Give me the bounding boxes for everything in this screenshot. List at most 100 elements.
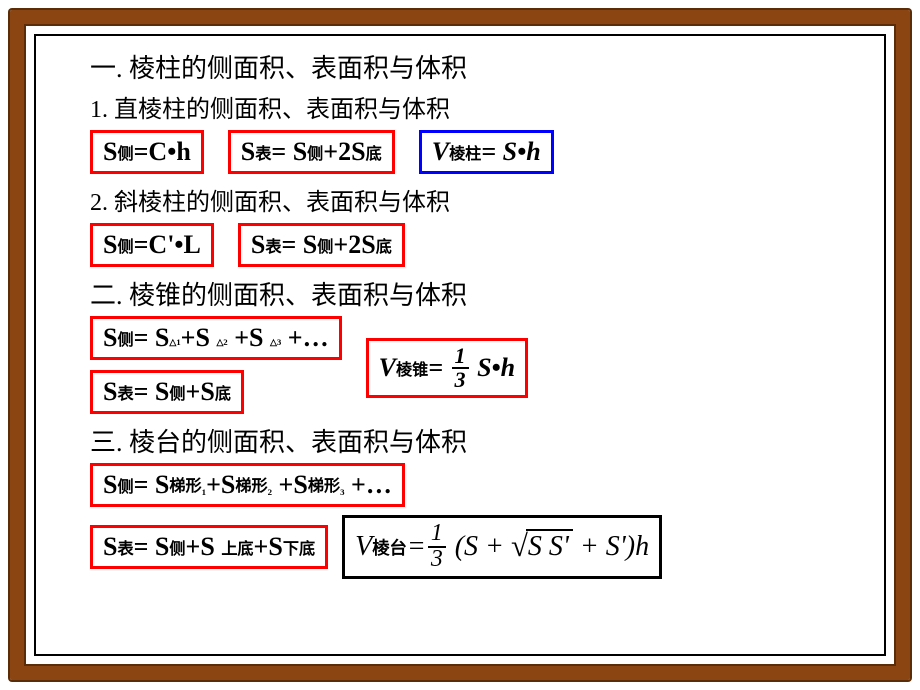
sub-lengzhui: 棱锥 xyxy=(396,356,428,380)
sym-h: h xyxy=(176,137,190,167)
sym-s: S xyxy=(241,137,255,167)
sym-v: V xyxy=(379,353,396,383)
sub-ce: 侧 xyxy=(117,140,133,164)
plus: + xyxy=(234,323,249,353)
sym-s: S xyxy=(503,137,517,167)
sym-sp: S' xyxy=(549,531,569,562)
formula-v-pyramid: V棱锥= 13 S•h xyxy=(366,338,529,398)
dot: • xyxy=(517,137,526,167)
formula-s-ce-ch: S侧=C•h xyxy=(90,130,204,174)
sub-biao: 表 xyxy=(255,140,271,164)
num: 1 xyxy=(452,345,469,369)
eq: = xyxy=(281,230,296,260)
sym-s: S xyxy=(103,532,117,562)
rp: ) xyxy=(626,531,635,563)
section1-sub2: 2. 斜棱柱的侧面积、表面积与体积 xyxy=(90,182,860,217)
sub-biao: 表 xyxy=(117,380,133,404)
section1-sub1: 1. 直棱柱的侧面积、表面积与体积 xyxy=(90,89,860,124)
sqrt: √S S' xyxy=(511,529,573,564)
row-frustum-1: S侧= S梯形1+S梯形2 +S梯形3 +… xyxy=(90,463,860,507)
eq: = xyxy=(134,377,149,407)
formula-s-ce-tri: S侧= S△1+S △2 +S △3 +… xyxy=(90,316,342,360)
sym-s: S xyxy=(103,470,117,500)
eq: = xyxy=(271,137,286,167)
sym-s: S xyxy=(477,353,491,383)
sym-v: V xyxy=(355,531,372,563)
sym-s: S xyxy=(251,230,265,260)
sym-s: S xyxy=(249,323,263,353)
dots: +… xyxy=(288,323,329,353)
n3: 3 xyxy=(277,337,281,347)
row-prism-oblique: S侧=C'•L S表= S侧+2S底 xyxy=(90,223,860,267)
sym-s: S xyxy=(528,531,542,562)
row-frustum-2: S表= S侧+S 上底+S下底 V棱台=13 (S + √S S' + S')h xyxy=(90,515,860,579)
num: 1 xyxy=(428,522,446,548)
sym-s: S xyxy=(293,137,307,167)
eq: = xyxy=(134,230,149,260)
sym-h: h xyxy=(501,353,515,383)
dot: • xyxy=(167,137,176,167)
sym-c: C xyxy=(148,137,167,167)
den: 3 xyxy=(428,548,446,572)
sym-s: S xyxy=(103,137,117,167)
pyramid-left-col: S侧= S△1+S △2 +S △3 +… S表= S侧+S底 xyxy=(90,316,342,414)
two: 2 xyxy=(348,230,361,260)
plus: + xyxy=(580,531,599,563)
sub-xiadi: 下底 xyxy=(283,535,315,559)
sym-s: S xyxy=(195,323,209,353)
section3-title: 三. 棱台的侧面积、表面积与体积 xyxy=(90,422,860,459)
eq: = xyxy=(134,137,149,167)
plus: + xyxy=(254,532,269,562)
sym-s: S xyxy=(268,532,282,562)
sub-ce: 侧 xyxy=(317,233,333,257)
sub-biao: 表 xyxy=(265,233,281,257)
sym-sp: S' xyxy=(606,531,626,563)
sym-s: S xyxy=(103,230,117,260)
sym-s: S xyxy=(155,470,169,500)
sym-s: S xyxy=(103,323,117,353)
sub-lengtai: 棱台 xyxy=(372,534,407,559)
plus: + xyxy=(323,137,338,167)
frac-1-3: 13 xyxy=(452,345,469,391)
plus: + xyxy=(181,323,196,353)
formula-s-ce-cl: S侧=C'•L xyxy=(90,223,214,267)
sub-ce: 侧 xyxy=(169,535,185,559)
formula-s-biao-frustum: S表= S侧+S 上底+S下底 xyxy=(90,525,328,569)
formula-s-biao-2: S表= S侧+2S底 xyxy=(238,223,405,267)
sym-h: h xyxy=(526,137,540,167)
sym-s: S xyxy=(464,531,478,563)
n2: 2 xyxy=(268,488,272,498)
formula-s-biao-pyr: S表= S侧+S底 xyxy=(90,370,244,414)
tixing: 梯形 xyxy=(169,478,201,495)
lp: ( xyxy=(455,531,464,563)
eq: = xyxy=(481,137,496,167)
eq: = xyxy=(134,532,149,562)
sym-s: S xyxy=(361,230,375,260)
sym-s: S xyxy=(155,323,169,353)
plus: + xyxy=(279,470,294,500)
sym-s: S xyxy=(155,532,169,562)
formula-v-frustum: V棱台=13 (S + √S S' + S')h xyxy=(342,515,662,579)
sub-di: 底 xyxy=(376,233,392,257)
sub-shangdi: 上底 xyxy=(221,535,253,559)
sym-s: S xyxy=(293,470,307,500)
sub-ce: 侧 xyxy=(117,473,133,497)
sym-s: S xyxy=(155,377,169,407)
sym-s: S xyxy=(351,137,365,167)
sub-ce: 侧 xyxy=(117,326,133,350)
sym-s: S xyxy=(303,230,317,260)
n3: 3 xyxy=(340,488,344,498)
section1-title: 一. 棱柱的侧面积、表面积与体积 xyxy=(90,48,860,85)
sub-ce: 侧 xyxy=(117,233,133,257)
formula-s-biao-1: S表= S侧+2S底 xyxy=(228,130,395,174)
dot: • xyxy=(492,353,501,383)
plus: + xyxy=(206,470,221,500)
plus: + xyxy=(186,377,201,407)
sym-s: S xyxy=(221,470,235,500)
sym-s: S xyxy=(200,532,214,562)
sym-s: S xyxy=(103,377,117,407)
sub-lengzhu: 棱柱 xyxy=(449,140,481,164)
eq: = xyxy=(407,531,426,563)
formula-s-ce-trap: S侧= S梯形1+S梯形2 +S梯形3 +… xyxy=(90,463,405,507)
n2: 2 xyxy=(223,337,227,347)
